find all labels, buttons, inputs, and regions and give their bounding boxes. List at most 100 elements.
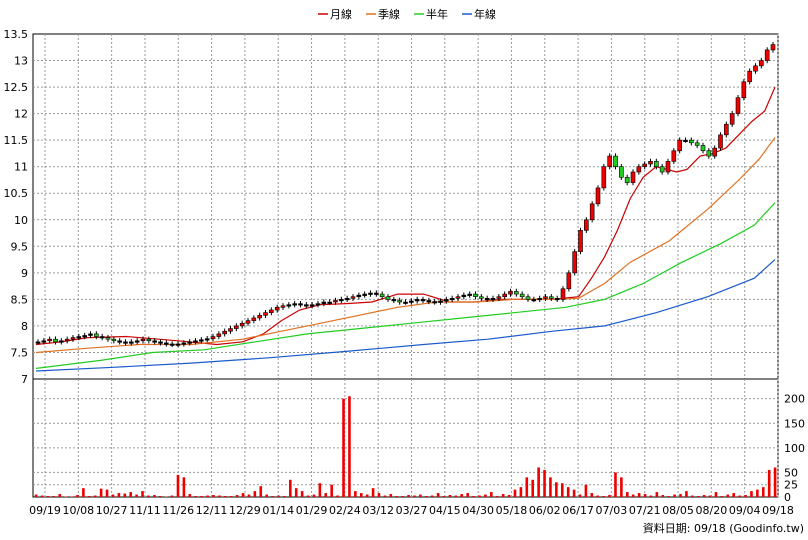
volume-bar [714,492,718,497]
candle-body [210,336,216,339]
volume-bar [371,488,375,497]
volume-bar [708,495,712,497]
volume-bar [253,491,257,497]
candle-body [356,294,362,298]
volume-bar [223,496,227,497]
candle-body [140,338,146,342]
candle-body [613,155,618,167]
candle-body [117,340,122,343]
volume-bar [767,469,771,497]
volume-bar [235,495,239,497]
volume-bar [407,495,410,497]
candle-body [41,340,47,343]
price-tick-label: 8.5 [11,293,29,306]
volume-bar [312,494,316,497]
volume-bar [247,494,251,497]
candle-body [718,134,723,149]
volume-bar [643,494,647,497]
volume-bar [265,494,268,497]
candle-body [770,44,776,51]
volume-bar [454,495,458,497]
price-tick-label: 8 [21,320,28,333]
candle-body [409,300,414,303]
date-tick-label: 01/29 [296,504,328,517]
volume-bar [738,495,741,497]
candle-body [344,298,350,301]
candle-body [741,81,747,98]
candle-body [508,291,513,295]
candle-body [257,315,262,319]
ma-line [35,202,776,369]
volume-bar [365,494,369,497]
candle-body [99,336,105,339]
candle-body [82,335,87,338]
volume-bar [679,494,682,497]
candle-body [700,145,706,152]
moving-average-lines [35,86,776,372]
candle-body [420,299,426,302]
volume-bar [590,493,594,497]
ma-line [35,137,776,354]
date-tick-label: 12/29 [229,504,261,517]
volume-bar [241,493,245,497]
candle-body [683,139,688,142]
volume-tick-label: 100 [784,442,805,455]
volume-bar [93,495,97,497]
candle-body [589,203,595,221]
price-tick-label: 13.5 [4,28,29,41]
candle-body [59,340,64,343]
volume-bar [430,495,434,497]
volume-bar [158,496,162,497]
date-tick-label: 08/05 [662,504,694,517]
chart-legend: 月線 季線 半年 年線 [318,7,496,21]
volume-bar [111,494,115,497]
price-tick-label: 11 [14,161,28,174]
candle-body [88,333,93,336]
volume-bar [436,493,440,497]
volume-bar [726,494,730,497]
volume-bar [555,482,558,497]
volume-bar [631,494,635,497]
candle-body [490,298,496,301]
volume-bar [52,496,56,497]
volume-bar [141,491,144,497]
price-tick-label: 13 [14,55,28,68]
volume-bar [129,492,132,497]
volume-bar [691,495,694,497]
volume-bar [289,479,292,497]
volume-bar [602,496,605,497]
date-tick-label: 01/14 [262,504,294,517]
candle-body [280,305,286,308]
candle-body [391,299,397,302]
volume-bar [34,494,38,497]
candle-body [531,299,537,302]
date-tick-label: 11/26 [162,504,194,517]
candle-body [169,343,175,346]
volume-bar [200,496,203,497]
date-tick-label: 03/27 [396,504,428,517]
candle-body [70,337,76,340]
price-panel-grid [32,33,779,380]
candle-body [152,340,157,343]
candle-body [432,301,437,304]
volume-bar [637,493,641,497]
candle-body [286,304,292,307]
volume-bar [501,494,505,497]
volume-bar [359,493,363,497]
candle-body [239,322,245,327]
volume-bar [123,493,127,497]
candle-body [502,293,507,298]
candle-body [181,342,187,345]
volume-bar [147,495,150,497]
price-tick-label: 12.5 [4,81,29,94]
volume-bar [330,484,333,497]
candle-body [747,70,752,83]
candle-body [315,303,321,306]
volume-bar [212,495,215,497]
candle-body [216,333,222,337]
volume-bar [560,483,564,497]
date-tick-label: 11/11 [129,504,161,517]
volume-bar [549,477,552,497]
candle-body [642,163,647,167]
